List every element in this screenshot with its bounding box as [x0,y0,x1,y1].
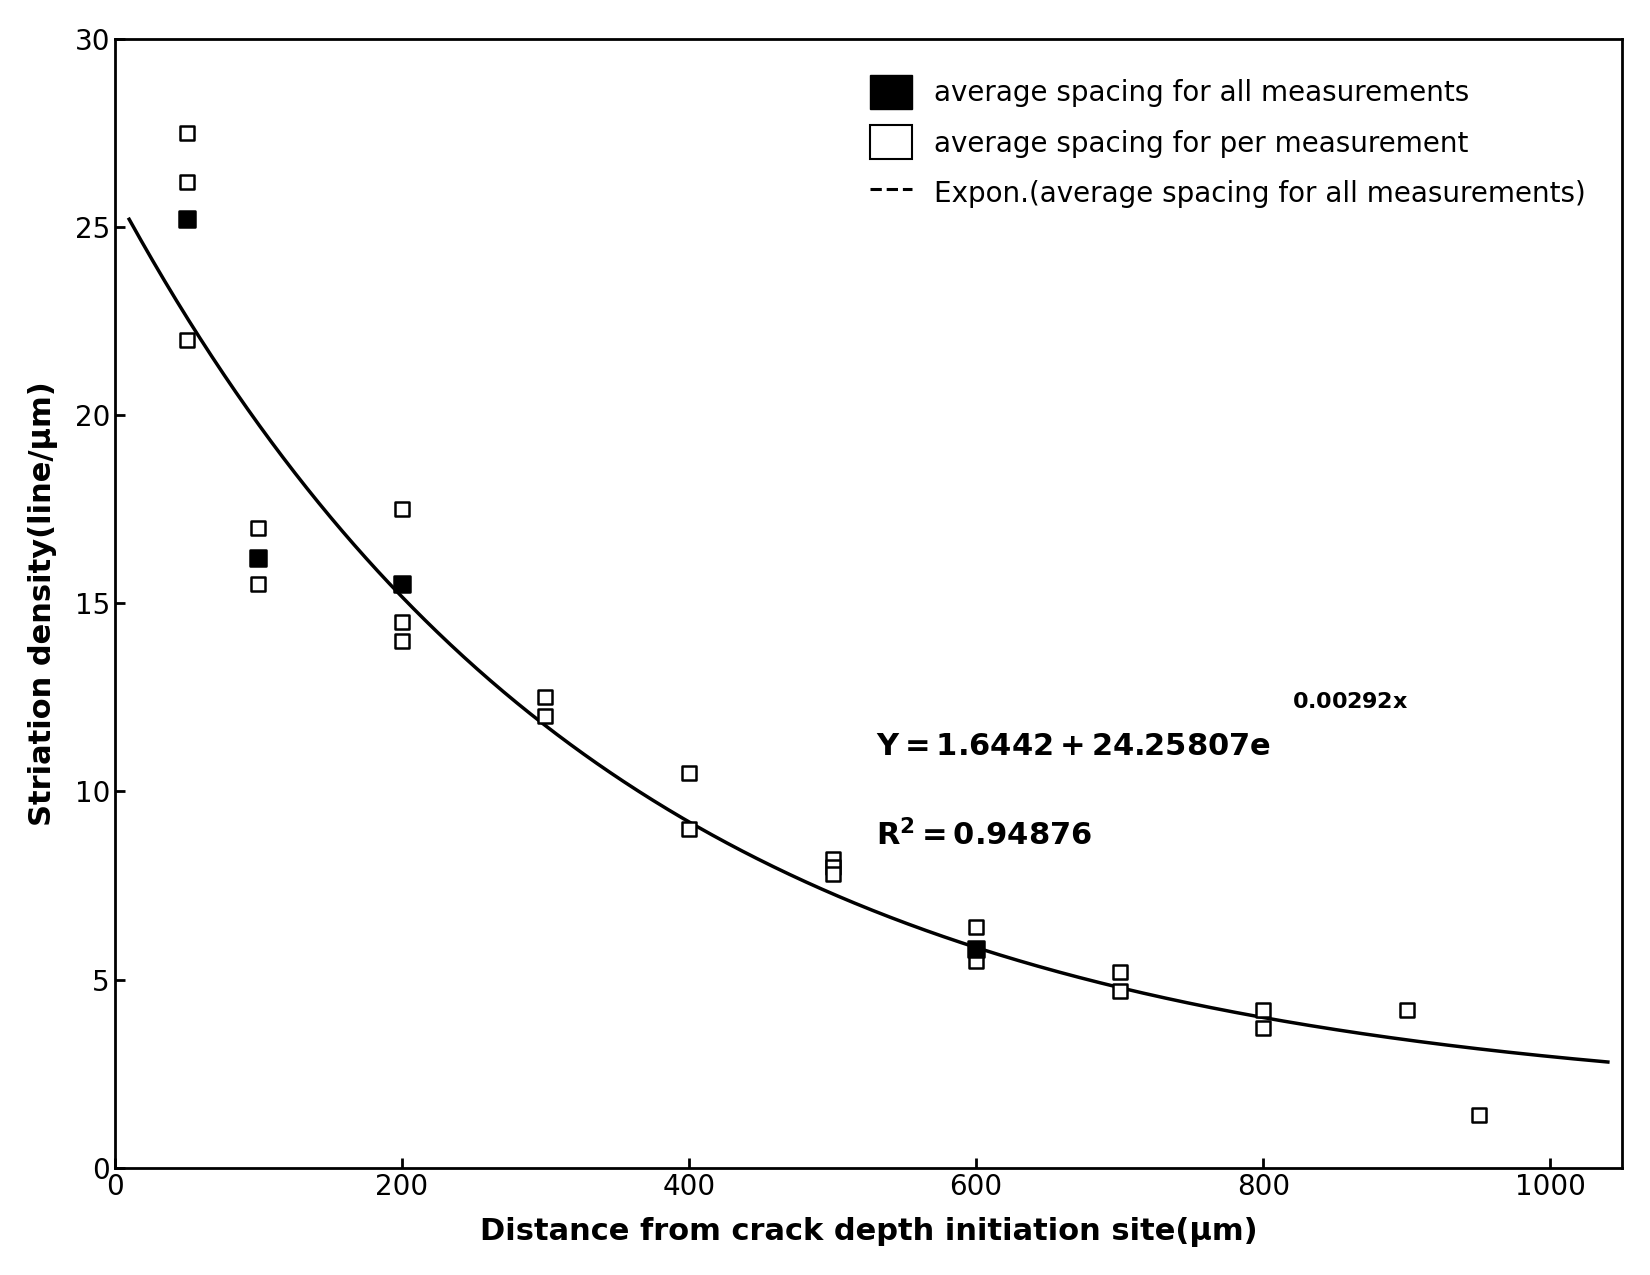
Point [173,209,200,230]
Legend: average spacing for all measurements, average spacing for per measurement, Expon: average spacing for all measurements, av… [848,52,1609,232]
Text: $\mathbf{R^2=0.94876}$: $\mathbf{R^2=0.94876}$ [876,819,1092,852]
Point [389,631,416,652]
Point [246,574,272,594]
Point [964,940,990,960]
Point [820,864,846,885]
Point [676,762,703,783]
Point [389,612,416,632]
Point [173,172,200,193]
Point [1251,1000,1277,1020]
Point [389,574,416,594]
Point [173,122,200,143]
Point [246,518,272,538]
Point [173,330,200,351]
Point [964,951,990,972]
Point [1251,1019,1277,1039]
Point [820,849,846,870]
Point [533,706,559,727]
X-axis label: Distance from crack depth initiation site(μm): Distance from crack depth initiation sit… [480,1218,1257,1247]
Point [676,819,703,839]
Point [389,499,416,519]
Y-axis label: Striation density(line/μm): Striation density(line/μm) [28,381,58,826]
Point [1107,961,1134,982]
Point [1394,1000,1421,1020]
Point [964,917,990,937]
Text: $\mathbf{0.00292x}$: $\mathbf{0.00292x}$ [1292,692,1409,713]
Point [1107,980,1134,1001]
Point [1465,1105,1492,1126]
Text: $\mathbf{Y=1.6442+24.25807e}$: $\mathbf{Y=1.6442+24.25807e}$ [876,732,1270,761]
Point [246,548,272,569]
Point [820,857,846,877]
Point [533,687,559,708]
